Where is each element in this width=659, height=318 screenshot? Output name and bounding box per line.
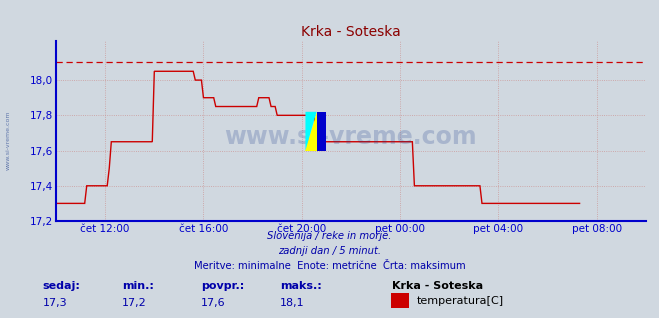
Text: Meritve: minimalne  Enote: metrične  Črta: maksimum: Meritve: minimalne Enote: metrične Črta:… bbox=[194, 261, 465, 271]
Text: sedaj:: sedaj: bbox=[43, 281, 80, 291]
Text: Slovenija / reke in morje.: Slovenija / reke in morje. bbox=[268, 231, 391, 240]
Text: Krka - Soteska: Krka - Soteska bbox=[392, 281, 483, 291]
Polygon shape bbox=[316, 112, 326, 150]
Text: min.:: min.: bbox=[122, 281, 154, 291]
Text: www.si-vreme.com: www.si-vreme.com bbox=[6, 110, 11, 170]
Title: Krka - Soteska: Krka - Soteska bbox=[301, 25, 401, 39]
Text: povpr.:: povpr.: bbox=[201, 281, 244, 291]
Text: 17,6: 17,6 bbox=[201, 298, 225, 308]
Text: temperatura[C]: temperatura[C] bbox=[417, 296, 504, 306]
Text: 17,2: 17,2 bbox=[122, 298, 147, 308]
Polygon shape bbox=[306, 112, 316, 150]
Text: 17,3: 17,3 bbox=[43, 298, 67, 308]
Text: 18,1: 18,1 bbox=[280, 298, 304, 308]
Text: maks.:: maks.: bbox=[280, 281, 322, 291]
Text: zadnji dan / 5 minut.: zadnji dan / 5 minut. bbox=[278, 246, 381, 256]
Text: www.si-vreme.com: www.si-vreme.com bbox=[225, 125, 477, 149]
Polygon shape bbox=[306, 112, 316, 150]
